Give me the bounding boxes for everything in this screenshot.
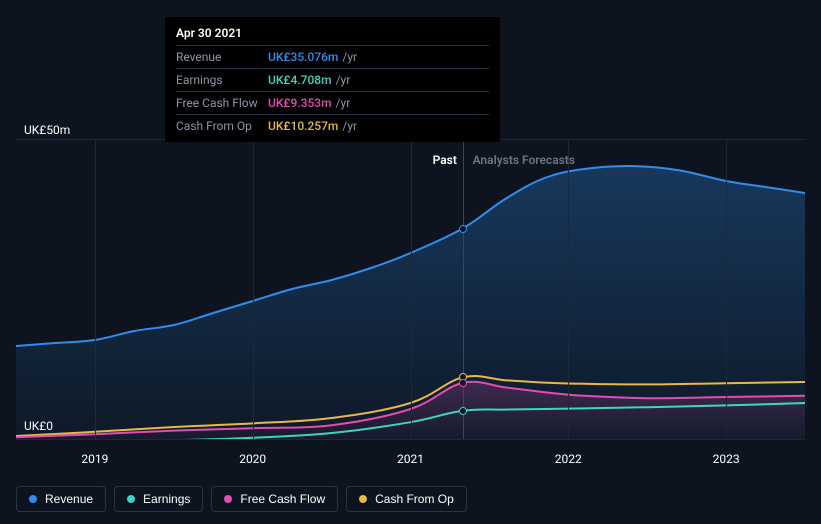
section-label-forecast: Analysts Forecasts — [473, 153, 575, 167]
legend-toggle-revenue[interactable]: Revenue — [16, 486, 106, 512]
legend-label: Earnings — [143, 492, 190, 506]
gridline-bottom — [16, 439, 805, 440]
tooltip-row-earnings: EarningsUK£4.708m/yr — [176, 68, 489, 91]
x-tick-2021: 2021 — [397, 452, 424, 466]
tooltip-row-label: Revenue — [176, 48, 268, 66]
legend-label: Cash From Op — [375, 492, 454, 506]
tooltip-row-unit: /yr — [342, 48, 357, 66]
tooltip-row-label: Cash From Op — [176, 117, 268, 135]
gridline-year-2019 — [95, 139, 96, 439]
gridline-year-2020 — [253, 139, 254, 439]
y-axis-label-max: UK£50m — [24, 123, 70, 137]
legend-dot-icon — [29, 495, 37, 503]
tooltip-row-free-cash-flow: Free Cash FlowUK£9.353m/yr — [176, 91, 489, 114]
legend-toggle-earnings[interactable]: Earnings — [114, 486, 203, 512]
tooltip-row-value: UK£35.076m — [268, 48, 338, 66]
tooltip-row-cash-from-op: Cash From OpUK£10.257m/yr — [176, 114, 489, 137]
tooltip-row-unit: /yr — [336, 94, 351, 112]
marker-free_cash_flow — [459, 379, 467, 387]
tooltip-row-label: Earnings — [176, 71, 268, 89]
gridline-year-2022 — [568, 139, 569, 439]
tooltip-row-label: Free Cash Flow — [176, 94, 268, 112]
tooltip-row-value: UK£9.353m — [268, 94, 332, 112]
tooltip-row-value: UK£10.257m — [268, 117, 338, 135]
x-tick-2022: 2022 — [555, 452, 582, 466]
financials-chart: UK£50m UK£0 Past Analysts Forecasts 2019… — [0, 0, 821, 524]
section-label-past: Past — [433, 153, 457, 167]
gridline-year-2021 — [411, 139, 412, 439]
x-tick-2023: 2023 — [713, 452, 740, 466]
tooltip-row-revenue: RevenueUK£35.076m/yr — [176, 45, 489, 68]
tooltip-date: Apr 30 2021 — [176, 24, 489, 45]
legend-dot-icon — [127, 495, 135, 503]
legend-toggle-free_cash_flow[interactable]: Free Cash Flow — [211, 486, 338, 512]
legend: Revenue Earnings Free Cash Flow Cash From O… — [16, 486, 467, 512]
legend-dot-icon — [224, 495, 232, 503]
crosshair-line — [463, 139, 464, 439]
marker-revenue — [459, 225, 467, 233]
tooltip-row-unit: /yr — [336, 71, 351, 89]
legend-label: Revenue — [45, 492, 93, 506]
legend-toggle-cash_from_op[interactable]: Cash From Op — [346, 486, 467, 512]
marker-earnings — [459, 407, 467, 415]
tooltip-row-value: UK£4.708m — [268, 71, 332, 89]
legend-dot-icon — [359, 495, 367, 503]
hover-tooltip: Apr 30 2021 RevenueUK£35.076m/yrEarnings… — [165, 17, 500, 142]
legend-label: Free Cash Flow — [240, 492, 325, 506]
tooltip-row-unit: /yr — [342, 117, 357, 135]
x-tick-2019: 2019 — [81, 452, 108, 466]
x-tick-2020: 2020 — [239, 452, 266, 466]
gridline-year-2023 — [726, 139, 727, 439]
